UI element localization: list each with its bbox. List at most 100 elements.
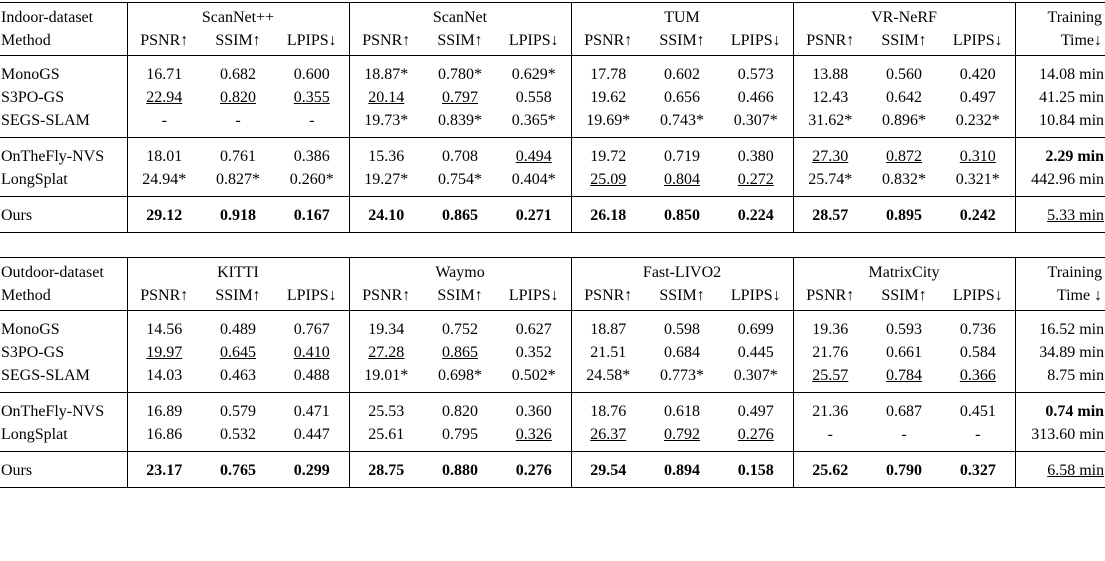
table-section: Ours 29.12 0.918 0.167 24.10 0.865 0.271 26.18 0…	[0, 196, 1105, 233]
cell-text: 18.01	[146, 147, 183, 165]
metric-cell: 0.410	[275, 341, 349, 364]
method-label: Method	[0, 284, 127, 311]
metric-cell: 19.27*	[348, 168, 423, 197]
cell-text: 0.447	[293, 425, 330, 443]
cell-text: 0.827*	[216, 170, 260, 188]
cell-text: 29.12	[146, 206, 183, 224]
metric-cell: 0.445	[719, 341, 793, 364]
cell-text: 0.872	[886, 147, 923, 165]
metric-cell: 25.57	[792, 364, 868, 393]
cell-text: 0.271	[515, 206, 552, 224]
metric-cell: 0.865	[423, 196, 497, 233]
cell-text: 18.76	[590, 402, 627, 420]
time-cell: 0.74 min	[1014, 392, 1105, 423]
metric-cell: 0.326	[497, 423, 572, 452]
metric-cell: 0.784	[867, 364, 942, 393]
time-label: Time ↓	[1014, 284, 1105, 311]
cell-text: 0.752	[442, 320, 479, 338]
metric-cell: 0.896*	[867, 109, 942, 138]
time-cell: 16.52 min	[1014, 310, 1105, 341]
method-name: Ours	[0, 196, 127, 233]
cell-text: 27.30	[812, 147, 849, 165]
time-cell: 34.89 min	[1014, 341, 1105, 364]
metric-cell: 0.656	[645, 86, 719, 109]
cell-text: 24.58*	[586, 366, 631, 384]
dataset-group: ScanNet	[348, 2, 571, 29]
metric-cell: 0.736	[941, 311, 1015, 342]
table-row: Ours 23.17 0.765 0.299 28.75 0.880 0.276 29.54 0…	[0, 451, 1105, 488]
metric-cell: -	[126, 109, 201, 138]
cell-text: 0.765	[220, 461, 256, 479]
cell-text: 0.451	[959, 402, 996, 420]
cell-text: 0.560	[886, 65, 923, 83]
cell-text: 0.380	[737, 147, 774, 165]
cell-text: 6.58 min	[1047, 461, 1105, 479]
metric-cell: 0.827*	[201, 168, 275, 197]
metric-cell: 0.918	[201, 196, 275, 233]
cell-text: -	[975, 425, 981, 443]
table-header: Outdoor-dataset KITTI Waymo Fast-LIVO2 Matri…	[0, 257, 1105, 311]
metric-cell: 0.618	[645, 393, 719, 424]
cell-text: 0.918	[220, 206, 256, 224]
cell-text: 19.73*	[364, 111, 409, 129]
cell-text: 0.326	[515, 425, 552, 443]
metric-label: SSIM↑	[201, 29, 275, 56]
metric-cell: 24.94*	[126, 168, 201, 197]
metric-cell: 26.18	[570, 196, 645, 233]
cell-text: 14.08 min	[1039, 65, 1105, 83]
metric-cell: 20.14	[348, 86, 423, 109]
metric-cell: 0.761	[201, 138, 275, 169]
cell-text: 0.471	[293, 402, 330, 420]
cell-text: 0.366	[959, 366, 996, 384]
cell-text: 16.86	[146, 425, 183, 443]
metric-cell: 0.494	[497, 138, 571, 169]
metric-cell: 0.447	[275, 423, 350, 452]
cell-text: 0.310	[959, 147, 996, 165]
cell-text: 313.60 min	[1031, 425, 1105, 443]
metric-cell: 19.36	[792, 310, 868, 341]
metric-cell: 28.75	[348, 451, 424, 488]
metric-cell: 0.661	[867, 341, 941, 364]
cell-text: 0.642	[886, 88, 923, 106]
cell-text: 0.276	[515, 461, 552, 479]
cell-text: 0.795	[442, 425, 479, 443]
metric-cell: 0.645	[201, 341, 275, 364]
metric-cell: 18.87*	[348, 55, 423, 86]
dataset-label: Indoor-dataset	[0, 2, 127, 29]
cell-text: 21.36	[812, 402, 849, 420]
metric-cell: -	[792, 423, 868, 452]
dataset-group: Fast-LIVO2	[570, 257, 794, 284]
cell-text: 0.321*	[955, 170, 1000, 188]
cell-text: 0.598	[664, 320, 701, 338]
cell-text: -	[161, 111, 167, 129]
time-cell: 313.60 min	[1014, 423, 1105, 452]
metric-cell: -	[941, 423, 1016, 452]
metric-label: PSNR↑	[792, 284, 868, 311]
cell-text: 27.28	[368, 343, 405, 361]
metric-label: SSIM↑	[645, 284, 720, 311]
metric-cell: 19.73*	[348, 109, 423, 138]
metric-cell: 0.167	[275, 196, 349, 233]
cell-text: 0.618	[664, 402, 701, 420]
metric-label: PSNR↑	[570, 284, 646, 311]
cell-text: 0.708	[442, 147, 478, 165]
metric-cell: 25.09	[570, 168, 645, 197]
cell-text: 0.780*	[438, 65, 482, 83]
metric-cell: 0.272	[719, 168, 794, 197]
table-row: SEGS-SLAM - - - 19.73* 0.839* 0.365* 19.69* 0.74…	[0, 109, 1105, 138]
cell-text: 0.629*	[511, 65, 556, 83]
time-cell: 2.29 min	[1014, 137, 1105, 168]
method-label: Method	[0, 29, 127, 56]
metric-cell: 0.276	[497, 451, 572, 488]
metric-cell: 0.820	[423, 393, 497, 424]
cell-text: 19.62	[590, 88, 627, 106]
cell-text: 19.01*	[364, 366, 409, 384]
metric-cell: 25.62	[792, 451, 868, 488]
metric-cell: 18.01	[126, 137, 201, 168]
metric-cell: 0.699	[719, 311, 793, 342]
cell-text: 0.260*	[289, 170, 334, 188]
cell-text: 0.699	[737, 320, 774, 338]
cell-text: 19.36	[812, 320, 849, 338]
table-row: S3PO-GS 22.94 0.820 0.355 20.14 0.797 0.558 19.…	[0, 86, 1105, 109]
cell-text: 19.72	[590, 147, 627, 165]
